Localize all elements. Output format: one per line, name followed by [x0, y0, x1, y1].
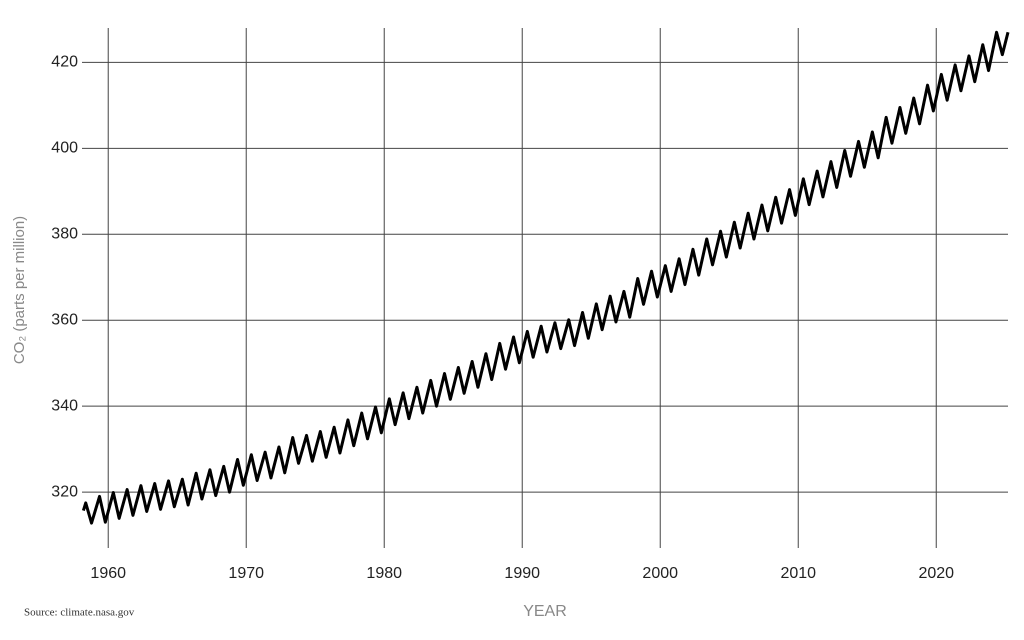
y-tick-label: 380: [51, 225, 78, 242]
x-tick-label: 2010: [780, 565, 816, 582]
x-tick-label: 1980: [366, 565, 402, 582]
y-tick-label: 340: [51, 397, 78, 414]
x-tick-label: 1970: [228, 565, 264, 582]
x-tick-label: 1990: [504, 565, 540, 582]
y-tick-label: 360: [51, 311, 78, 328]
y-tick-label: 420: [51, 54, 78, 71]
x-tick-label: 1960: [90, 565, 126, 582]
source-note: Source: climate.nasa.gov: [24, 607, 135, 619]
y-tick-label: 320: [51, 483, 78, 500]
data-line: [81, 30, 1010, 525]
x-tick-label: 2000: [642, 565, 678, 582]
x-axis-label: YEAR: [523, 603, 567, 620]
x-tick-label: 2020: [918, 565, 954, 582]
y-tick-label: 400: [51, 140, 78, 157]
y-axis-label: CO₂ (parts per million): [11, 216, 28, 364]
